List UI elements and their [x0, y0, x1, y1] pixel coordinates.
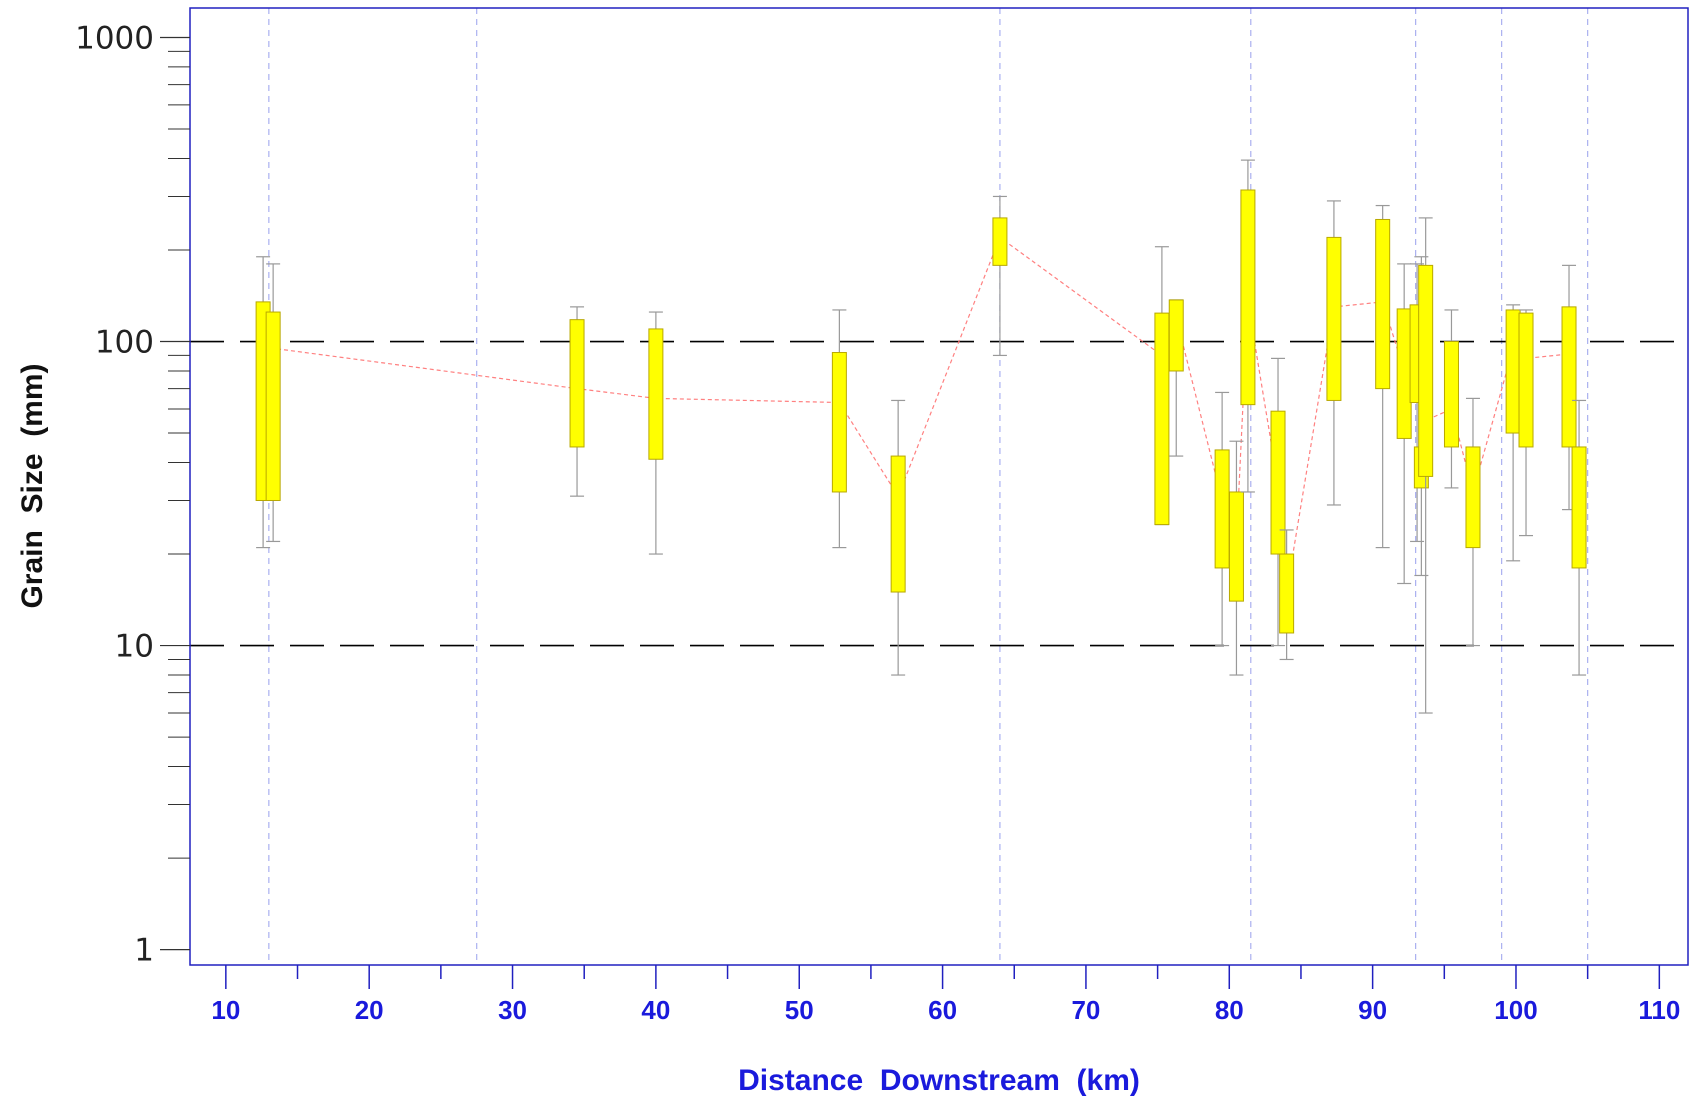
- box-iqr: [1561, 306, 1577, 448]
- box-iqr: [648, 328, 664, 460]
- x-tick-label: 50: [785, 995, 814, 1025]
- x-tick-label: 90: [1358, 995, 1387, 1025]
- plot-frame: [189, 7, 1689, 966]
- box-iqr: [1228, 491, 1244, 602]
- box-plot: [1518, 309, 1534, 537]
- box-iqr: [831, 352, 847, 493]
- y-tick-label: 1: [134, 933, 154, 969]
- box-plot: [890, 399, 906, 676]
- x-tick-label: 40: [641, 995, 670, 1025]
- box-plot: [648, 311, 664, 555]
- box-iqr: [1270, 410, 1286, 555]
- box-iqr: [569, 319, 585, 448]
- box-plot: [1396, 263, 1412, 585]
- box-iqr: [1443, 341, 1459, 448]
- box-plot: [569, 306, 585, 497]
- box-iqr: [1326, 236, 1342, 401]
- x-tick-label: 110: [1638, 995, 1680, 1025]
- box-plot: [1168, 299, 1184, 457]
- box-plot: [831, 309, 847, 549]
- box-iqr: [890, 455, 906, 593]
- box-plot: [1214, 391, 1230, 647]
- box-plot: [1571, 399, 1587, 676]
- box-iqr: [1168, 299, 1184, 372]
- box-plot: [992, 195, 1008, 357]
- y-tick-label: 100: [95, 325, 154, 361]
- reference-lines: [190, 340, 1688, 647]
- y-axis: 1 10 100 1000: [75, 20, 190, 969]
- box-plot: [265, 263, 281, 543]
- box-iqr: [1240, 189, 1256, 406]
- box-plot: [1443, 309, 1459, 489]
- vertical-guide-lines: [268, 8, 1589, 965]
- box-plot: [1154, 246, 1170, 526]
- x-tick-label: 80: [1215, 995, 1244, 1025]
- box-iqr: [1518, 312, 1534, 448]
- box-iqr: [265, 311, 281, 501]
- box-iqr: [1396, 308, 1412, 439]
- box-iqr: [1279, 553, 1295, 634]
- box-iqr: [1465, 446, 1481, 549]
- box-plot: [1228, 440, 1244, 676]
- box-plot: [1240, 159, 1256, 493]
- box-plot: [1375, 204, 1391, 549]
- box-iqr: [1154, 312, 1170, 526]
- box-plot: [1418, 217, 1434, 714]
- box-iqr: [992, 217, 1008, 266]
- box-iqr: [1214, 449, 1230, 569]
- y-tick-label: 1000: [75, 20, 154, 56]
- x-tick-label: 20: [355, 995, 384, 1025]
- box-plot: [1465, 397, 1481, 647]
- box-iqr: [1571, 446, 1587, 569]
- x-axis: 10 20 30 40 50 60 70 80 90 100 110: [211, 965, 1680, 1025]
- x-tick-label: 30: [498, 995, 527, 1025]
- y-axis-title: Grain Size (mm): [16, 363, 49, 608]
- box-iqr: [1505, 309, 1521, 434]
- box-plot: [1326, 200, 1342, 506]
- box-plots: [255, 159, 1587, 714]
- box-plot: [1279, 529, 1295, 661]
- y-tick-label: 10: [115, 629, 154, 665]
- x-axis-title: Distance Downstream (km): [738, 1064, 1140, 1097]
- x-tick-label: 10: [211, 995, 240, 1025]
- x-tick-label: 70: [1071, 995, 1100, 1025]
- box-iqr: [1375, 218, 1391, 390]
- x-tick-label: 60: [928, 995, 957, 1025]
- x-tick-label: 100: [1494, 995, 1537, 1025]
- box-iqr: [1418, 264, 1434, 477]
- box-plot: [1270, 357, 1286, 647]
- box-plot: [1505, 304, 1521, 562]
